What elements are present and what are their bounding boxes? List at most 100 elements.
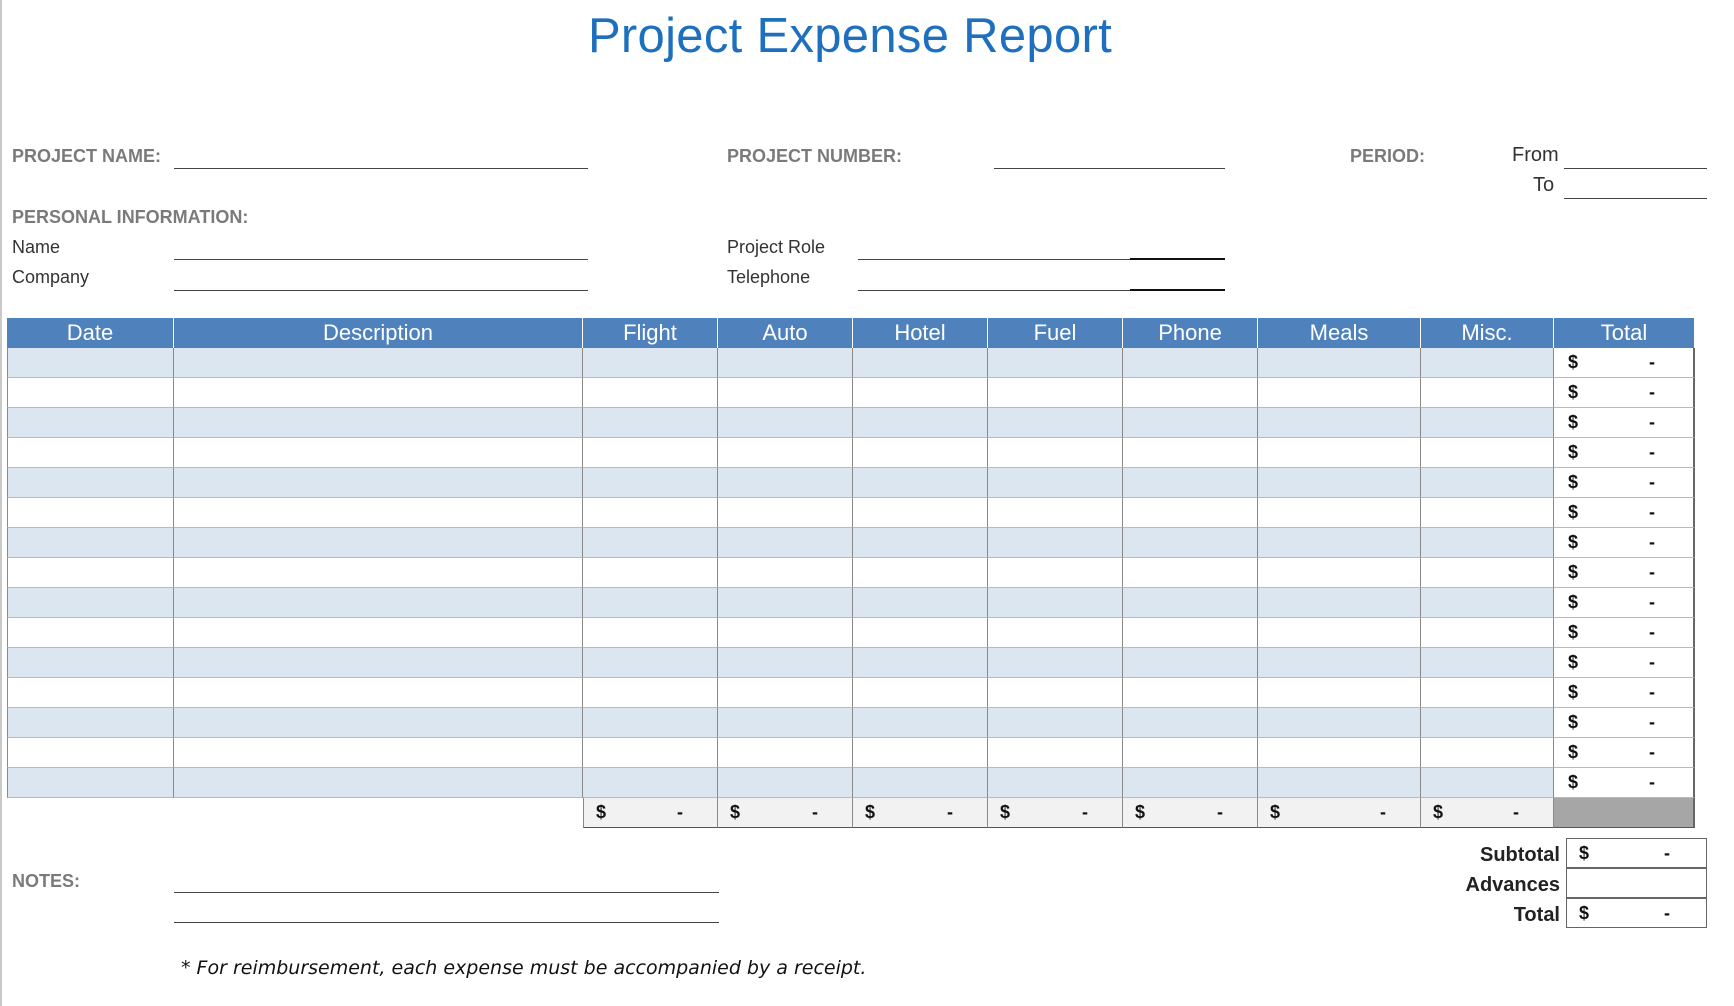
cell-phone[interactable] (1123, 588, 1258, 618)
cell-phone[interactable] (1123, 438, 1258, 468)
cell-misc[interactable] (1421, 738, 1554, 768)
cell-auto[interactable] (718, 468, 853, 498)
cell-auto[interactable] (718, 738, 853, 768)
cell-fuel[interactable] (988, 408, 1123, 438)
cell-date[interactable] (7, 408, 174, 438)
cell-fuel[interactable] (988, 498, 1123, 528)
cell-date[interactable] (7, 708, 174, 738)
cell-meals[interactable] (1258, 558, 1421, 588)
cell-phone[interactable] (1123, 408, 1258, 438)
cell-hotel[interactable] (853, 528, 988, 558)
cell-misc[interactable] (1421, 618, 1554, 648)
cell-fuel[interactable] (988, 468, 1123, 498)
cell-date[interactable] (7, 468, 174, 498)
cell-flight[interactable] (583, 708, 718, 738)
cell-fuel[interactable] (988, 438, 1123, 468)
cell-misc[interactable] (1421, 558, 1554, 588)
cell-fuel[interactable] (988, 708, 1123, 738)
cell-fuel[interactable] (988, 678, 1123, 708)
cell-hotel[interactable] (853, 768, 988, 798)
cell-misc[interactable] (1421, 378, 1554, 408)
cell-date[interactable] (7, 558, 174, 588)
period-from-field[interactable] (1564, 168, 1707, 169)
cell-auto[interactable] (718, 708, 853, 738)
cell-phone[interactable] (1123, 708, 1258, 738)
cell-hotel[interactable] (853, 348, 988, 378)
cell-phone[interactable] (1123, 678, 1258, 708)
advances-cell[interactable] (1566, 868, 1707, 898)
cell-meals[interactable] (1258, 408, 1421, 438)
cell-date[interactable] (7, 648, 174, 678)
cell-flight[interactable] (583, 528, 718, 558)
cell-auto[interactable] (718, 528, 853, 558)
cell-hotel[interactable] (853, 738, 988, 768)
cell-fuel[interactable] (988, 618, 1123, 648)
cell-auto[interactable] (718, 618, 853, 648)
cell-flight[interactable] (583, 468, 718, 498)
cell-phone[interactable] (1123, 498, 1258, 528)
name-field[interactable] (174, 259, 588, 260)
cell-description[interactable] (174, 348, 583, 378)
cell-misc[interactable] (1421, 498, 1554, 528)
cell-hotel[interactable] (853, 378, 988, 408)
cell-meals[interactable] (1258, 468, 1421, 498)
cell-meals[interactable] (1258, 588, 1421, 618)
cell-description[interactable] (174, 738, 583, 768)
telephone-field[interactable] (858, 290, 1130, 291)
cell-description[interactable] (174, 438, 583, 468)
cell-hotel[interactable] (853, 498, 988, 528)
cell-meals[interactable] (1258, 618, 1421, 648)
project-name-field[interactable] (174, 168, 588, 169)
cell-auto[interactable] (718, 648, 853, 678)
cell-meals[interactable] (1258, 678, 1421, 708)
cell-meals[interactable] (1258, 438, 1421, 468)
project-number-field[interactable] (994, 168, 1225, 169)
cell-date[interactable] (7, 678, 174, 708)
cell-description[interactable] (174, 708, 583, 738)
cell-flight[interactable] (583, 438, 718, 468)
cell-description[interactable] (174, 498, 583, 528)
cell-fuel[interactable] (988, 378, 1123, 408)
cell-auto[interactable] (718, 348, 853, 378)
cell-phone[interactable] (1123, 348, 1258, 378)
cell-phone[interactable] (1123, 618, 1258, 648)
cell-date[interactable] (7, 588, 174, 618)
period-to-field[interactable] (1564, 198, 1707, 199)
cell-misc[interactable] (1421, 438, 1554, 468)
cell-auto[interactable] (718, 438, 853, 468)
cell-date[interactable] (7, 378, 174, 408)
cell-flight[interactable] (583, 678, 718, 708)
cell-phone[interactable] (1123, 468, 1258, 498)
cell-date[interactable] (7, 528, 174, 558)
cell-meals[interactable] (1258, 528, 1421, 558)
cell-meals[interactable] (1258, 378, 1421, 408)
cell-hotel[interactable] (853, 648, 988, 678)
cell-flight[interactable] (583, 348, 718, 378)
cell-fuel[interactable] (988, 648, 1123, 678)
cell-misc[interactable] (1421, 348, 1554, 378)
cell-misc[interactable] (1421, 468, 1554, 498)
cell-phone[interactable] (1123, 648, 1258, 678)
cell-description[interactable] (174, 378, 583, 408)
cell-phone[interactable] (1123, 558, 1258, 588)
cell-misc[interactable] (1421, 588, 1554, 618)
cell-misc[interactable] (1421, 408, 1554, 438)
cell-flight[interactable] (583, 618, 718, 648)
cell-flight[interactable] (583, 408, 718, 438)
cell-meals[interactable] (1258, 768, 1421, 798)
cell-misc[interactable] (1421, 678, 1554, 708)
cell-meals[interactable] (1258, 348, 1421, 378)
cell-date[interactable] (7, 438, 174, 468)
cell-fuel[interactable] (988, 528, 1123, 558)
notes-line-1[interactable] (174, 892, 719, 893)
cell-description[interactable] (174, 408, 583, 438)
cell-date[interactable] (7, 738, 174, 768)
cell-flight[interactable] (583, 768, 718, 798)
cell-flight[interactable] (583, 738, 718, 768)
cell-flight[interactable] (583, 558, 718, 588)
cell-meals[interactable] (1258, 648, 1421, 678)
cell-meals[interactable] (1258, 738, 1421, 768)
cell-auto[interactable] (718, 408, 853, 438)
cell-flight[interactable] (583, 588, 718, 618)
cell-date[interactable] (7, 618, 174, 648)
